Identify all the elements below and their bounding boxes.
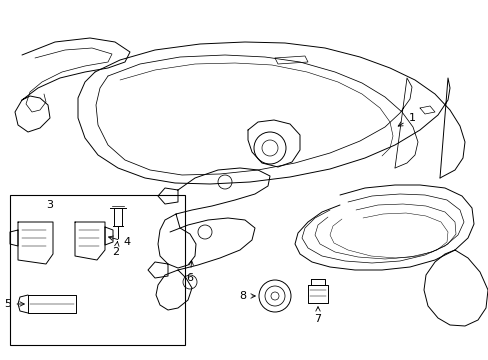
Text: 3: 3 [46, 200, 53, 210]
Text: 6: 6 [186, 261, 193, 283]
Text: 8: 8 [239, 291, 255, 301]
Bar [10, 195, 184, 345]
Text: 2: 2 [112, 241, 120, 257]
Text: 5: 5 [4, 299, 24, 309]
Text: 1: 1 [397, 113, 415, 126]
Text: 4: 4 [108, 236, 130, 247]
Text: 7: 7 [314, 307, 321, 324]
